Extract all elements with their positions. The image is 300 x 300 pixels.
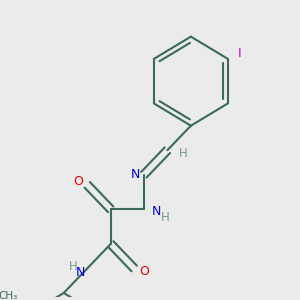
- Text: CH₃: CH₃: [0, 291, 18, 300]
- Text: N: N: [152, 205, 161, 218]
- Text: O: O: [74, 176, 83, 188]
- Text: O: O: [139, 265, 149, 278]
- Text: N: N: [76, 266, 85, 279]
- Text: N: N: [131, 168, 140, 181]
- Text: H: H: [69, 260, 78, 273]
- Text: H: H: [179, 147, 188, 160]
- Text: I: I: [237, 47, 241, 60]
- Text: H: H: [161, 211, 170, 224]
